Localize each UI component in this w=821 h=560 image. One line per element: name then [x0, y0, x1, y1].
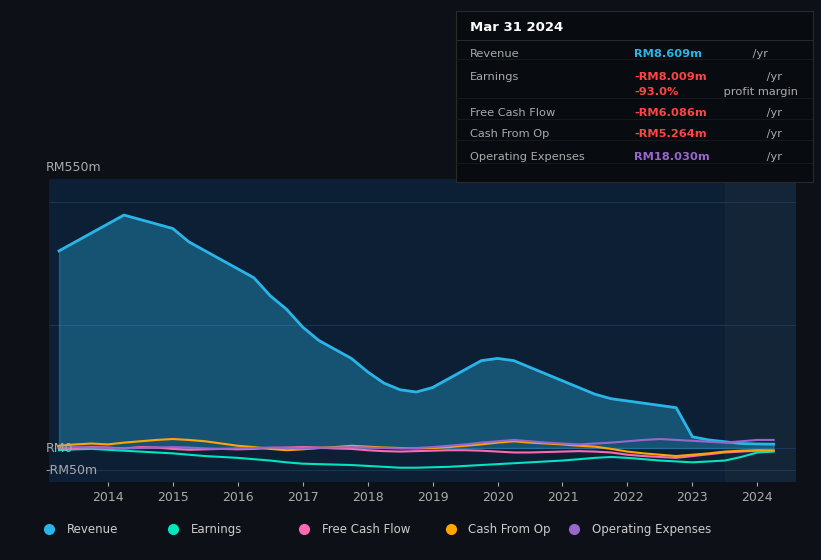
- Text: RM8.609m: RM8.609m: [635, 49, 702, 59]
- Text: -RM8.009m: -RM8.009m: [635, 72, 707, 82]
- Text: Mar 31 2024: Mar 31 2024: [470, 21, 563, 35]
- Text: Cash From Op: Cash From Op: [469, 522, 551, 536]
- Text: /yr: /yr: [763, 129, 782, 139]
- Text: /yr: /yr: [763, 152, 782, 162]
- Text: Free Cash Flow: Free Cash Flow: [470, 108, 555, 118]
- Text: profit margin: profit margin: [720, 87, 798, 97]
- Text: Revenue: Revenue: [67, 522, 118, 536]
- Text: /yr: /yr: [763, 72, 782, 82]
- Text: Revenue: Revenue: [470, 49, 520, 59]
- Text: -93.0%: -93.0%: [635, 87, 679, 97]
- Text: Operating Expenses: Operating Expenses: [592, 522, 711, 536]
- Text: -RM6.086m: -RM6.086m: [635, 108, 707, 118]
- Text: Free Cash Flow: Free Cash Flow: [322, 522, 410, 536]
- Text: -RM5.264m: -RM5.264m: [635, 129, 707, 139]
- Text: Operating Expenses: Operating Expenses: [470, 152, 585, 162]
- Bar: [725, 179, 796, 482]
- Text: -RM50m: -RM50m: [45, 464, 98, 477]
- Text: Earnings: Earnings: [190, 522, 242, 536]
- Text: /yr: /yr: [763, 108, 782, 118]
- Text: RM0: RM0: [45, 441, 73, 455]
- Text: Earnings: Earnings: [470, 72, 520, 82]
- Text: Cash From Op: Cash From Op: [470, 129, 549, 139]
- Text: /yr: /yr: [749, 49, 768, 59]
- Text: RM550m: RM550m: [45, 161, 101, 174]
- Text: RM18.030m: RM18.030m: [635, 152, 710, 162]
